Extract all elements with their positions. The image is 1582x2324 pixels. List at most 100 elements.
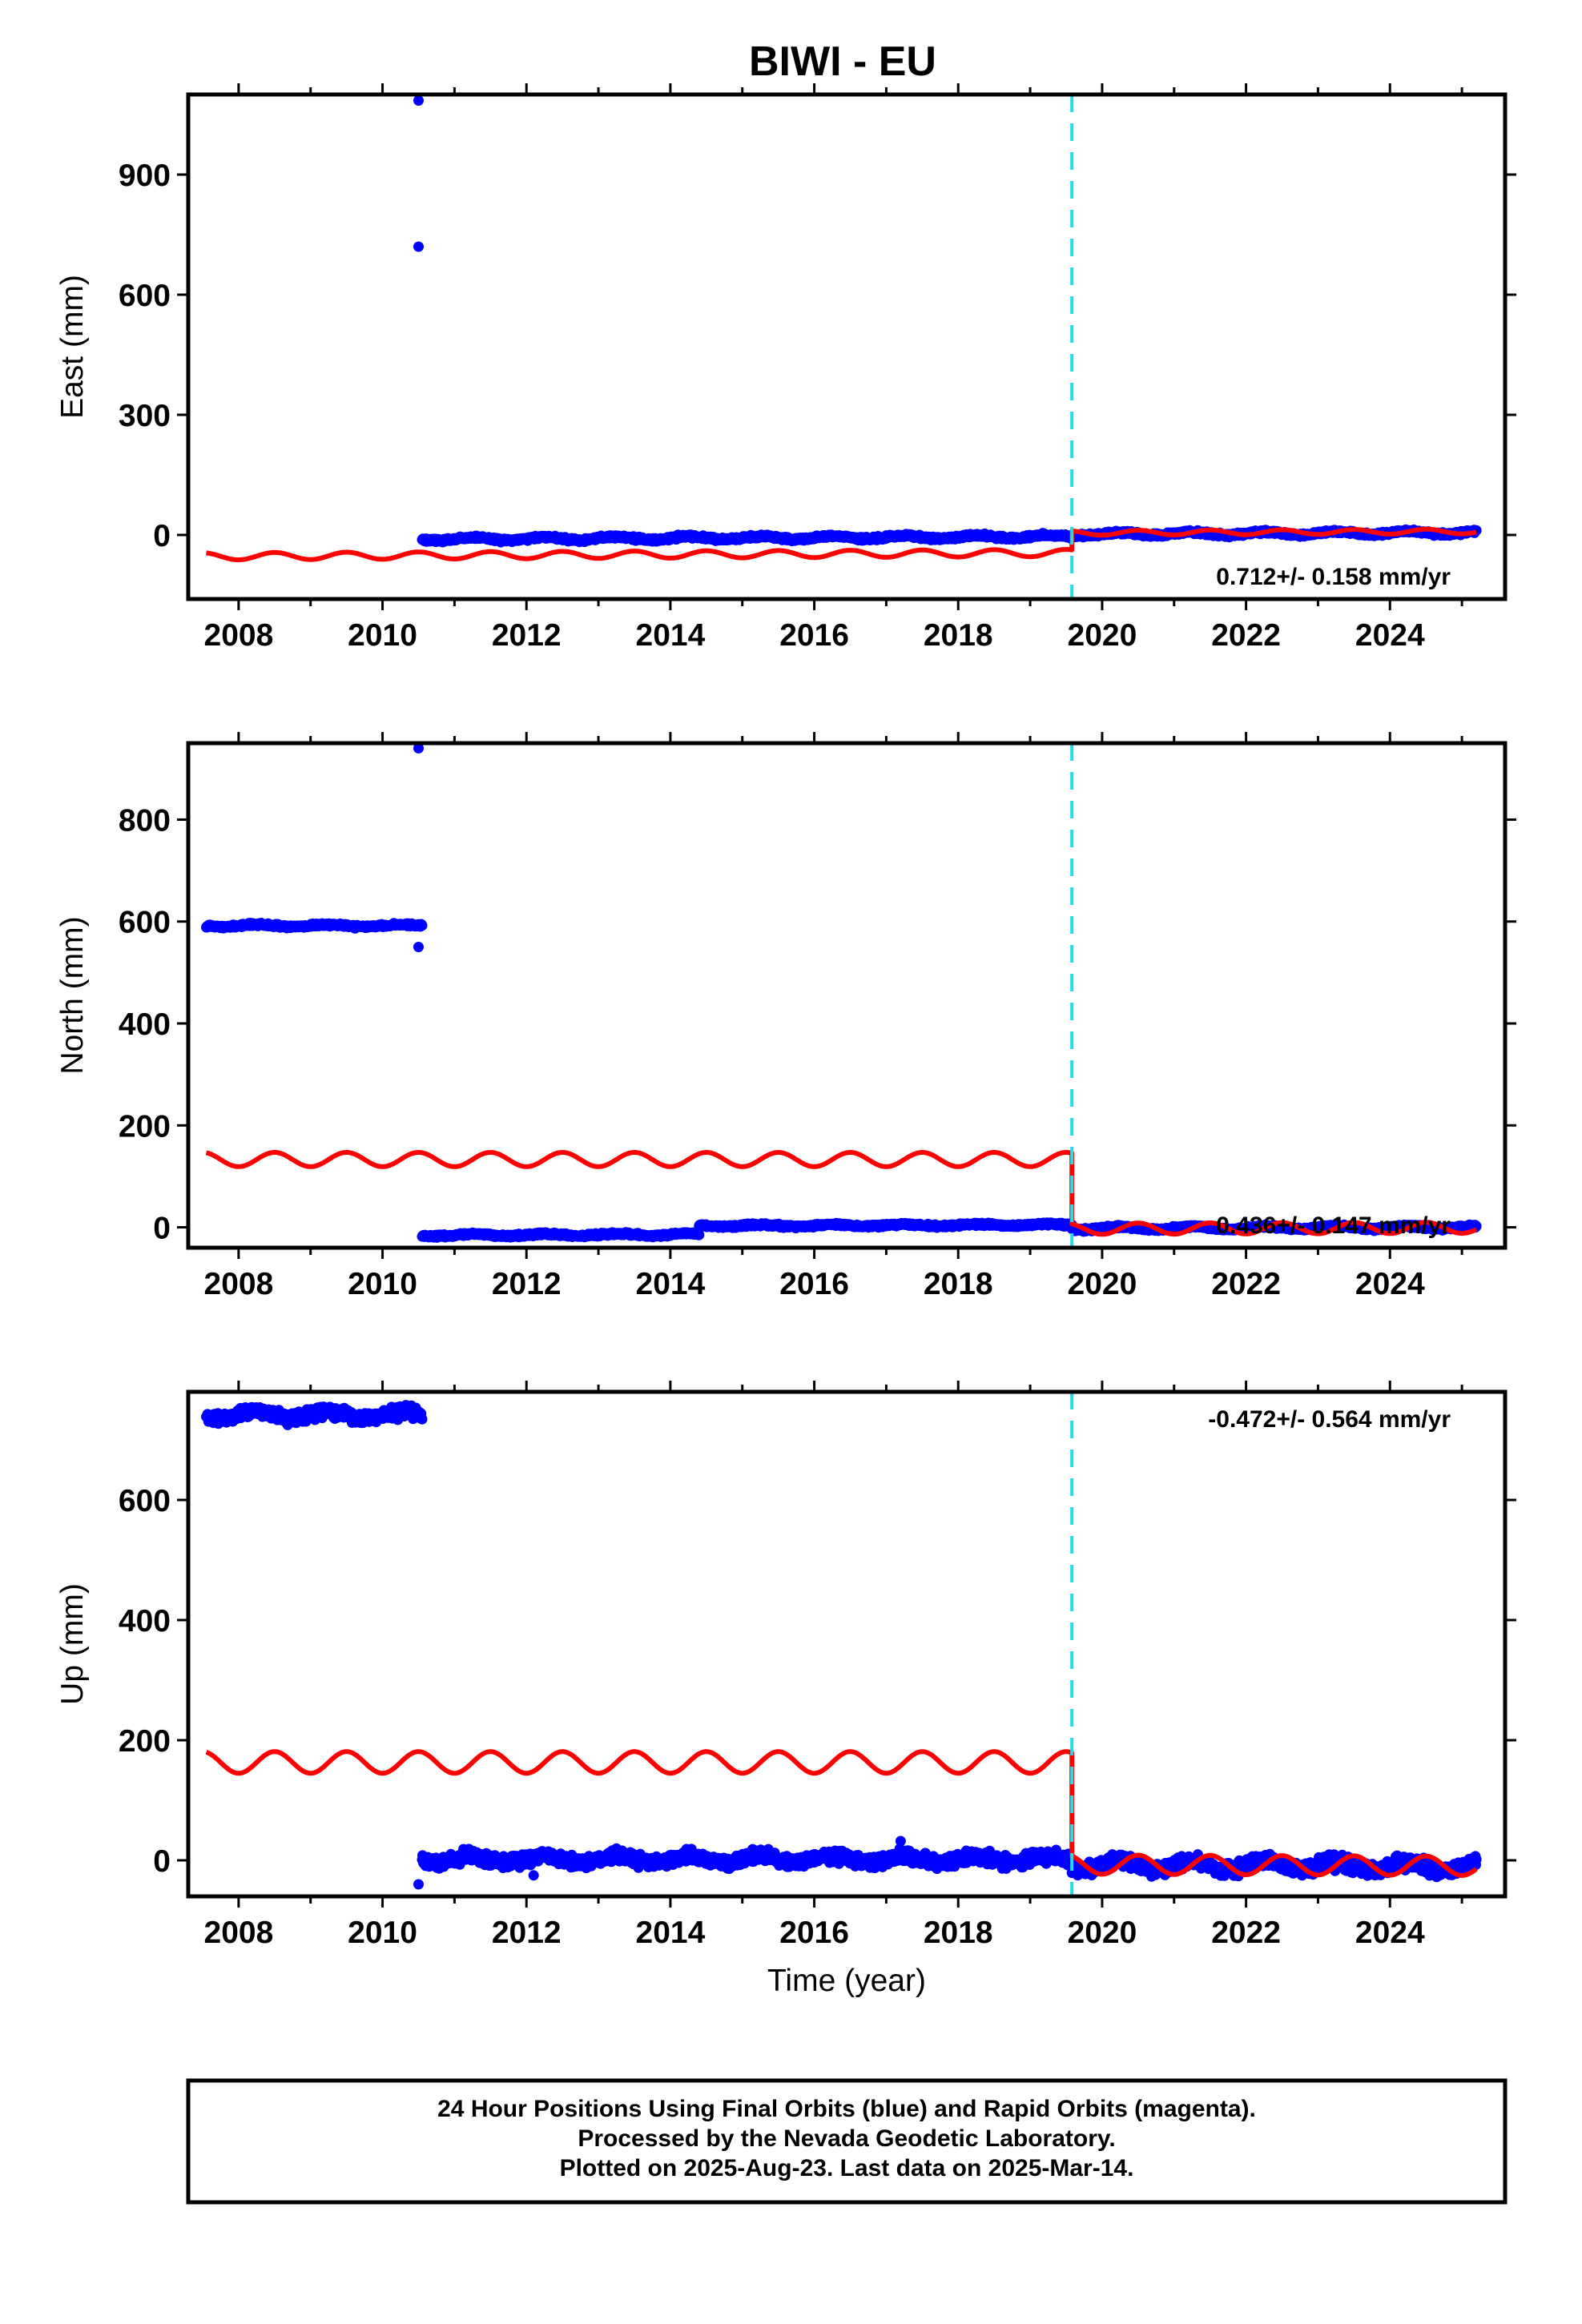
x-tick-label: 2012 — [492, 618, 562, 653]
x-tick-label: 2024 — [1355, 618, 1425, 653]
data-point — [328, 610, 339, 621]
data-point — [297, 613, 308, 623]
data-point — [274, 613, 284, 624]
data-point — [311, 613, 321, 623]
data-point — [277, 613, 288, 623]
y-tick-label: 300 — [119, 399, 171, 433]
data-point — [295, 613, 305, 624]
data-point — [303, 612, 313, 622]
data-point — [295, 613, 305, 624]
data-point — [284, 613, 295, 623]
data-point — [302, 611, 312, 621]
data-point — [286, 612, 296, 622]
data-point — [290, 613, 300, 624]
chart-panels: 2008 2010 2012 2014 2016 2018 2020 2022 20240300… — [55, 83, 1516, 1998]
data-point — [300, 613, 311, 623]
y-axis-label: East (mm) — [55, 275, 90, 419]
data-point — [304, 612, 315, 622]
y-tick-label: 900 — [119, 159, 171, 193]
data-point — [284, 613, 294, 624]
data-point — [276, 613, 286, 623]
data-point — [333, 610, 344, 621]
plot-area — [205, 94, 1482, 625]
data-point — [292, 613, 302, 623]
data-point — [285, 614, 296, 625]
data-point — [291, 611, 301, 621]
data-point — [323, 611, 333, 621]
data-point — [305, 612, 316, 622]
x-tick-label: 2020 — [1068, 618, 1137, 653]
data-point — [319, 610, 329, 621]
data-point — [296, 613, 306, 624]
x-tick-label: 2016 — [779, 618, 849, 653]
data-point — [332, 609, 342, 620]
data-point — [312, 611, 323, 621]
data-point — [309, 613, 320, 623]
data-point — [318, 610, 328, 621]
data-point — [294, 615, 304, 625]
data-point — [290, 613, 300, 624]
outlier-point — [413, 241, 424, 252]
data-point — [279, 611, 289, 621]
data-point — [288, 613, 298, 623]
data-point — [324, 609, 334, 619]
data-point — [328, 610, 338, 621]
data-point — [327, 609, 337, 620]
data-point — [336, 612, 346, 622]
data-point — [313, 609, 324, 620]
data-point — [288, 613, 298, 623]
data-point — [417, 613, 427, 623]
data-point — [273, 611, 284, 621]
panel-east: 2008 2010 2012 2014 2016 2018 2020 2022 20240300… — [55, 83, 1516, 653]
data-point — [283, 613, 293, 624]
x-tick-label: 2008 — [204, 618, 274, 653]
data-point — [316, 612, 327, 622]
data-point — [286, 613, 296, 624]
data-point — [280, 614, 291, 625]
data-point — [280, 613, 290, 624]
data-point — [282, 614, 292, 625]
data-point — [334, 611, 344, 621]
data-point — [308, 611, 319, 621]
velocity-annotation: 0.712+/- 0.158 mm/yr — [1216, 564, 1451, 590]
data-point — [276, 613, 287, 623]
data-point — [280, 613, 291, 624]
data-point — [321, 612, 332, 622]
data-point — [275, 611, 285, 621]
data-point — [304, 612, 314, 622]
data-point — [284, 613, 295, 624]
data-point — [316, 612, 326, 622]
data-point — [305, 612, 316, 622]
y-tick-label: 600 — [119, 279, 171, 313]
data-point — [289, 613, 300, 623]
data-point — [310, 611, 320, 621]
axes-frame — [186, 92, 1508, 601]
data-point — [314, 611, 324, 621]
data-point — [272, 613, 283, 624]
data-point — [299, 613, 309, 624]
data-point — [288, 613, 299, 623]
data-point — [293, 612, 304, 622]
data-point — [278, 612, 288, 622]
data-point — [321, 610, 332, 621]
data-point — [320, 610, 331, 621]
data-point — [332, 610, 343, 621]
data-point — [308, 612, 319, 622]
data-point — [280, 612, 290, 622]
data-point — [324, 611, 335, 621]
outlier-point — [413, 95, 424, 106]
data-point — [320, 609, 330, 620]
data-point — [327, 613, 337, 623]
data-point — [330, 610, 340, 621]
data-point — [313, 611, 324, 621]
data-point — [315, 609, 325, 620]
chart-title: BIWI - EU — [749, 38, 936, 85]
data-point — [325, 609, 336, 620]
x-tick-label: 2014 — [636, 618, 706, 653]
data-point — [300, 611, 310, 621]
data-point — [279, 613, 289, 623]
data-point — [287, 612, 297, 622]
data-point — [300, 612, 311, 622]
data-point — [316, 612, 326, 622]
